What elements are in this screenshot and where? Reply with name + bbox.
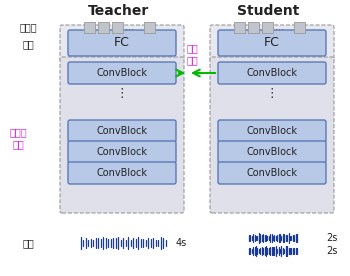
Text: 2s: 2s (326, 246, 337, 256)
Text: ConvBlock: ConvBlock (246, 126, 298, 136)
FancyBboxPatch shape (218, 120, 326, 142)
Bar (98, 22, 109, 33)
Text: FC: FC (264, 36, 280, 49)
FancyBboxPatch shape (218, 141, 326, 163)
Text: Teacher: Teacher (88, 4, 149, 18)
Text: ConvBlock: ConvBlock (97, 68, 147, 78)
FancyBboxPatch shape (68, 62, 176, 84)
Text: 識別: 識別 (22, 39, 34, 49)
Text: ConvBlock: ConvBlock (246, 68, 298, 78)
Text: 2s: 2s (326, 233, 337, 243)
Bar (234, 22, 245, 33)
Bar (112, 22, 123, 33)
Text: ConvBlock: ConvBlock (97, 147, 147, 157)
Bar (262, 22, 273, 33)
Text: ConvBlock: ConvBlock (246, 147, 298, 157)
FancyBboxPatch shape (218, 162, 326, 184)
FancyBboxPatch shape (68, 120, 176, 142)
Text: FC: FC (114, 36, 130, 49)
FancyBboxPatch shape (218, 62, 326, 84)
FancyBboxPatch shape (60, 57, 184, 213)
FancyBboxPatch shape (218, 30, 326, 56)
FancyBboxPatch shape (68, 141, 176, 163)
Text: 入力: 入力 (22, 238, 34, 248)
FancyBboxPatch shape (68, 30, 176, 56)
Text: ラベル: ラベル (19, 22, 37, 32)
Text: ⋮: ⋮ (266, 86, 278, 100)
Text: Student: Student (237, 4, 299, 18)
Text: ...: ... (125, 23, 134, 33)
Text: ⋮: ⋮ (116, 86, 128, 100)
FancyBboxPatch shape (68, 162, 176, 184)
Text: ...: ... (275, 23, 284, 33)
Text: 誤差
最小: 誤差 最小 (186, 43, 198, 65)
Bar (248, 22, 259, 33)
FancyBboxPatch shape (60, 25, 184, 61)
Text: ConvBlock: ConvBlock (246, 168, 298, 178)
Text: 4s: 4s (176, 238, 187, 248)
Text: ConvBlock: ConvBlock (97, 126, 147, 136)
Bar (144, 22, 155, 33)
Bar (294, 22, 305, 33)
Text: ConvBlock: ConvBlock (97, 168, 147, 178)
FancyBboxPatch shape (210, 25, 334, 61)
FancyBboxPatch shape (210, 57, 334, 213)
Text: 特徴量
抜出: 特徴量 抜出 (9, 127, 27, 149)
Bar (84, 22, 95, 33)
